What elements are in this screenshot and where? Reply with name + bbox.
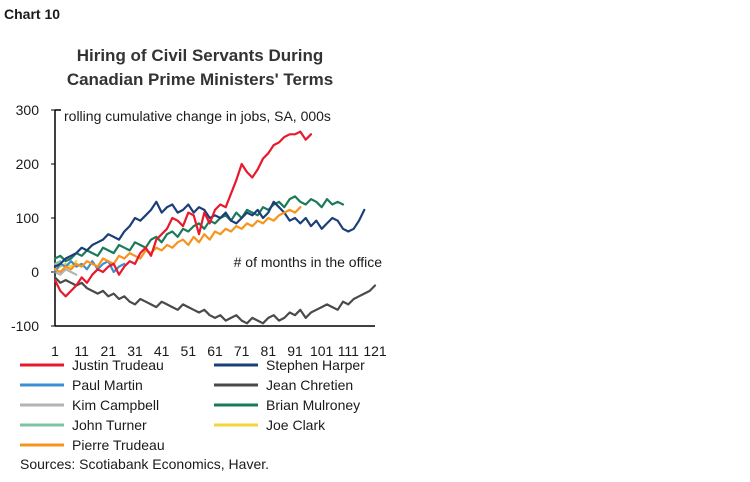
x-tick-label: 51 [181, 343, 197, 359]
legend-label-stephen-harper: Stephen Harper [266, 357, 365, 373]
y-tick-label: 0 [31, 264, 39, 280]
legend-label-justin-trudeau: Justin Trudeau [72, 357, 164, 373]
legend-label-john-turner: John Turner [72, 417, 147, 433]
series-line-john-turner [53, 260, 62, 265]
legend-label-brian-mulroney: Brian Mulroney [266, 397, 360, 413]
y-tick-label: -100 [11, 318, 39, 334]
legend-label-joe-clark: Joe Clark [266, 417, 326, 433]
y-tick-label: 200 [16, 156, 40, 172]
series-line-paul-martin [53, 260, 126, 274]
chart-title-line-2: Canadian Prime Ministers' Terms [66, 70, 334, 89]
source-note: Sources: Scotiabank Economics, Haver. [20, 456, 270, 472]
legend-label-kim-campbell: Kim Campbell [72, 397, 159, 413]
chart-title-line-1: Hiring of Civil Servants During [76, 46, 324, 65]
series-line-justin-trudeau [53, 130, 313, 298]
legend-label-pierre-trudeau: Pierre Trudeau [72, 437, 165, 453]
y-tick-label: 100 [16, 210, 40, 226]
chart-number: Chart 10 [4, 6, 61, 22]
chart-title: Hiring of Civil Servants During Canadian… [20, 44, 380, 92]
legend-label-jean-chretien: Jean Chretien [266, 377, 353, 393]
x-tick-label: 21 [101, 343, 117, 359]
x-tick-label: 101 [310, 343, 334, 359]
series-line-jean-chretien [53, 276, 377, 325]
series-line-stephen-harper [53, 200, 366, 268]
x-tick-label: 11 [74, 343, 89, 359]
x-tick-label: 61 [207, 343, 223, 359]
x-tick-label: 41 [154, 343, 170, 359]
y-tick-label: 300 [16, 102, 40, 118]
legend-label-paul-martin: Paul Martin [72, 377, 143, 393]
x-tick-label: 71 [234, 343, 250, 359]
x-tick-label: 1 [51, 343, 59, 359]
chart-subtitle: rolling cumulative change in jobs, SA, 0… [64, 108, 331, 124]
x-tick-label: 121 [363, 343, 387, 359]
x-tick-label: 31 [127, 343, 143, 359]
series-line-kim-campbell [53, 268, 78, 276]
x-tick-label: 111 [338, 343, 359, 359]
x-tick-label: 91 [287, 343, 303, 359]
series-line-brian-mulroney [53, 195, 345, 263]
x-axis-label: # of months in the office [234, 254, 383, 270]
x-tick-label: 81 [261, 343, 277, 359]
series-line-pierre-trudeau [53, 206, 302, 274]
